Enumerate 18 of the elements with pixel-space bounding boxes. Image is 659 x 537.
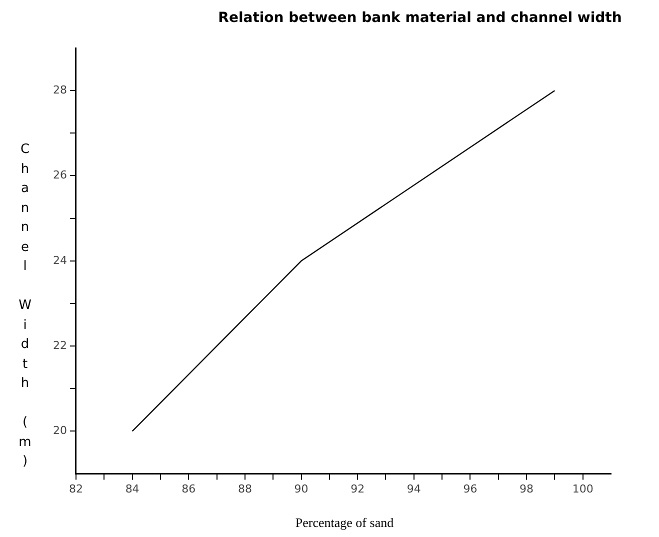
- y-tick-label: 28: [52, 83, 67, 96]
- text: Channel Width (m): [18, 142, 32, 469]
- x-tick-label: 84: [125, 482, 140, 496]
- chart-title: Relation between bank material and channel width: [217, 10, 623, 26]
- y-tick-label: 26: [52, 168, 67, 182]
- x-tick-label: 86: [182, 482, 196, 496]
- x-axis-title: Percentage of sand: [294, 515, 395, 531]
- x-tick-label: 94: [406, 482, 421, 496]
- x-tick-label: 96: [463, 482, 478, 496]
- x-tick-label: 82: [68, 482, 83, 496]
- x-tick-label: 88: [238, 482, 252, 496]
- y-tick-label: 22: [52, 338, 67, 352]
- x-tick-label: 98: [520, 482, 534, 496]
- x-tick-label: 100: [572, 482, 594, 496]
- x-tick-label: 92: [350, 482, 365, 496]
- x-tick-label: 90: [294, 482, 308, 496]
- y-tick-label: 20: [52, 424, 67, 438]
- y-tick-label: 24: [52, 254, 67, 267]
